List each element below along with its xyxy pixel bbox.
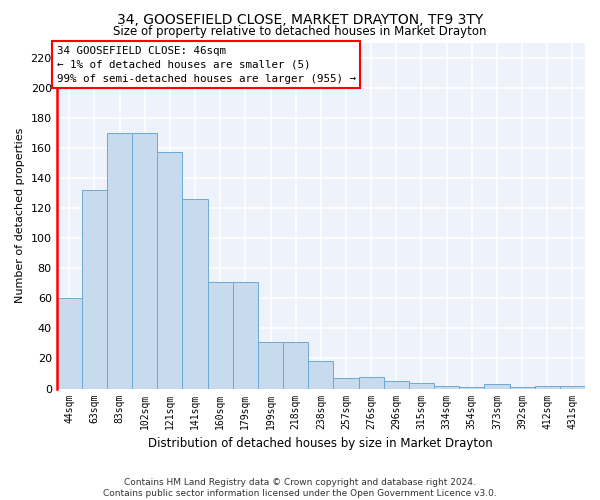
Bar: [258, 342, 283, 388]
Bar: [233, 282, 258, 389]
Text: Size of property relative to detached houses in Market Drayton: Size of property relative to detached ho…: [113, 25, 487, 38]
Bar: [509, 387, 535, 388]
Bar: [56, 298, 82, 388]
Bar: [384, 381, 409, 388]
Bar: [132, 133, 157, 388]
Bar: [182, 199, 208, 388]
Bar: [484, 384, 509, 388]
Bar: [409, 382, 434, 388]
Bar: [208, 282, 233, 389]
Text: Contains HM Land Registry data © Crown copyright and database right 2024.
Contai: Contains HM Land Registry data © Crown c…: [103, 478, 497, 498]
Bar: [334, 378, 359, 388]
Bar: [359, 376, 384, 388]
Bar: [283, 342, 308, 388]
Bar: [459, 387, 484, 388]
Text: 34, GOOSEFIELD CLOSE, MARKET DRAYTON, TF9 3TY: 34, GOOSEFIELD CLOSE, MARKET DRAYTON, TF…: [117, 12, 483, 26]
Bar: [560, 386, 585, 388]
X-axis label: Distribution of detached houses by size in Market Drayton: Distribution of detached houses by size …: [148, 437, 493, 450]
Bar: [82, 190, 107, 388]
Bar: [107, 133, 132, 388]
Bar: [434, 386, 459, 388]
Y-axis label: Number of detached properties: Number of detached properties: [15, 128, 25, 303]
Text: 34 GOOSEFIELD CLOSE: 46sqm
← 1% of detached houses are smaller (5)
99% of semi-d: 34 GOOSEFIELD CLOSE: 46sqm ← 1% of detac…: [56, 46, 356, 84]
Bar: [535, 386, 560, 388]
Bar: [308, 362, 334, 388]
Bar: [157, 152, 182, 388]
